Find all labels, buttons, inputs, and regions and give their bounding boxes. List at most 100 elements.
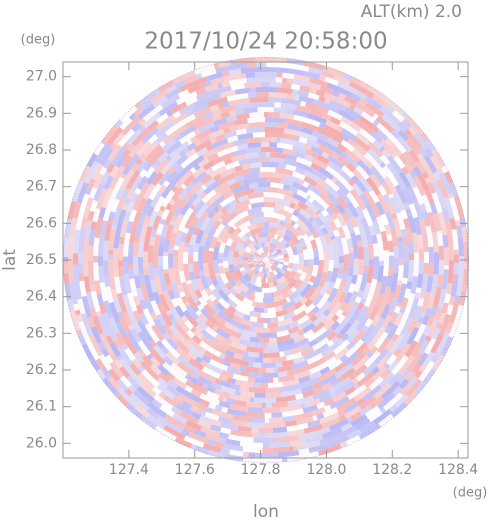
radar-echo	[336, 284, 345, 297]
radar-echo	[445, 221, 454, 245]
radar-echo	[155, 132, 169, 144]
radar-echo	[99, 147, 114, 166]
radar-echo	[98, 332, 114, 356]
radar-echo	[83, 160, 99, 185]
radar-echo	[152, 139, 160, 147]
radar-echo	[154, 425, 177, 442]
radar-echo	[416, 234, 424, 250]
radar-echo	[217, 103, 224, 110]
radar-echo	[251, 300, 257, 307]
radar-echo	[327, 451, 335, 459]
radar-echo	[217, 416, 232, 425]
radar-echo	[309, 398, 321, 407]
radar-echo	[389, 280, 398, 293]
radar-echo	[88, 186, 98, 199]
radar-echo	[246, 288, 254, 296]
radar-echo	[373, 317, 385, 332]
radar-echo	[207, 449, 226, 459]
radar-echo	[398, 171, 412, 189]
radar-echo	[206, 385, 216, 394]
radar-echo	[272, 426, 288, 433]
radar-echo	[124, 347, 136, 362]
radar-echo	[355, 313, 370, 332]
radar-echo	[295, 161, 314, 173]
radar-echo	[254, 357, 264, 363]
radar-echo	[269, 271, 276, 278]
radar-echo	[190, 167, 197, 174]
radar-echo	[338, 291, 348, 304]
radar-echo	[110, 145, 128, 166]
radar-echo	[402, 188, 414, 206]
radar-echo	[240, 73, 247, 79]
radar-echo	[431, 354, 445, 372]
radar-echo	[143, 240, 150, 252]
radar-echo	[277, 208, 293, 219]
radar-echo	[173, 124, 188, 136]
radar-echo	[449, 217, 457, 231]
radar-echo	[170, 362, 188, 378]
radar-echo	[212, 246, 220, 261]
radar-echo	[164, 413, 186, 430]
radar-echo	[264, 457, 283, 463]
radar-echo	[131, 122, 142, 133]
radar-echo	[180, 295, 189, 304]
radar-echo	[83, 197, 94, 218]
radar-echo	[200, 335, 216, 349]
radar-echo	[334, 179, 350, 196]
radar-echo	[350, 413, 368, 427]
radar-echo	[312, 415, 318, 422]
radar-echo	[237, 306, 251, 316]
radar-echo	[397, 129, 410, 142]
radar-echo	[126, 375, 141, 390]
radar-echo	[120, 187, 131, 200]
radar-echo	[315, 329, 332, 344]
radar-echo	[361, 282, 372, 300]
radar-echo	[167, 290, 176, 300]
radar-echo	[137, 182, 151, 200]
radar-echo	[116, 292, 128, 314]
radar-echo	[436, 331, 450, 353]
radar-echo	[138, 168, 148, 178]
radar-echo	[168, 304, 175, 311]
radar-echo	[337, 156, 343, 162]
radar-echo	[165, 223, 175, 240]
radar-echo	[117, 310, 124, 318]
radar-echo	[360, 217, 367, 223]
radar-echo	[221, 80, 231, 88]
radar-echo	[325, 270, 333, 283]
radar-echo	[143, 274, 150, 283]
radar-echo	[304, 298, 313, 308]
radar-echo	[468, 263, 469, 279]
radar-echo	[165, 84, 177, 94]
radar-echo	[260, 277, 266, 283]
radar-echo	[324, 177, 340, 192]
radar-echo	[254, 263, 260, 269]
radar-echo	[124, 232, 131, 238]
radar-echo	[181, 281, 192, 299]
radar-echo	[229, 403, 249, 412]
radar-echo	[232, 373, 249, 382]
radar-echo	[334, 69, 345, 78]
radar-echo	[249, 315, 258, 323]
radar-echo	[176, 229, 183, 236]
radar-echo	[349, 215, 359, 229]
radar-echo	[184, 385, 193, 394]
radar-echo	[162, 394, 179, 408]
radar-echo	[180, 314, 189, 323]
radar-echo	[323, 404, 332, 412]
radar-echo	[105, 354, 114, 365]
radar-echo	[255, 301, 267, 309]
radar-echo	[276, 142, 294, 151]
radar-echo	[220, 447, 231, 455]
radar-echo	[218, 395, 224, 402]
radar-echo	[243, 241, 249, 247]
radar-echo	[175, 158, 184, 167]
radar-echo	[392, 385, 403, 397]
radar-echo	[144, 323, 160, 344]
radar-echo	[265, 387, 280, 394]
radar-echo	[419, 132, 429, 142]
radar-echo	[214, 404, 223, 412]
radar-echo	[291, 145, 307, 155]
radar-echo	[326, 154, 345, 170]
radar-echo	[183, 263, 191, 282]
